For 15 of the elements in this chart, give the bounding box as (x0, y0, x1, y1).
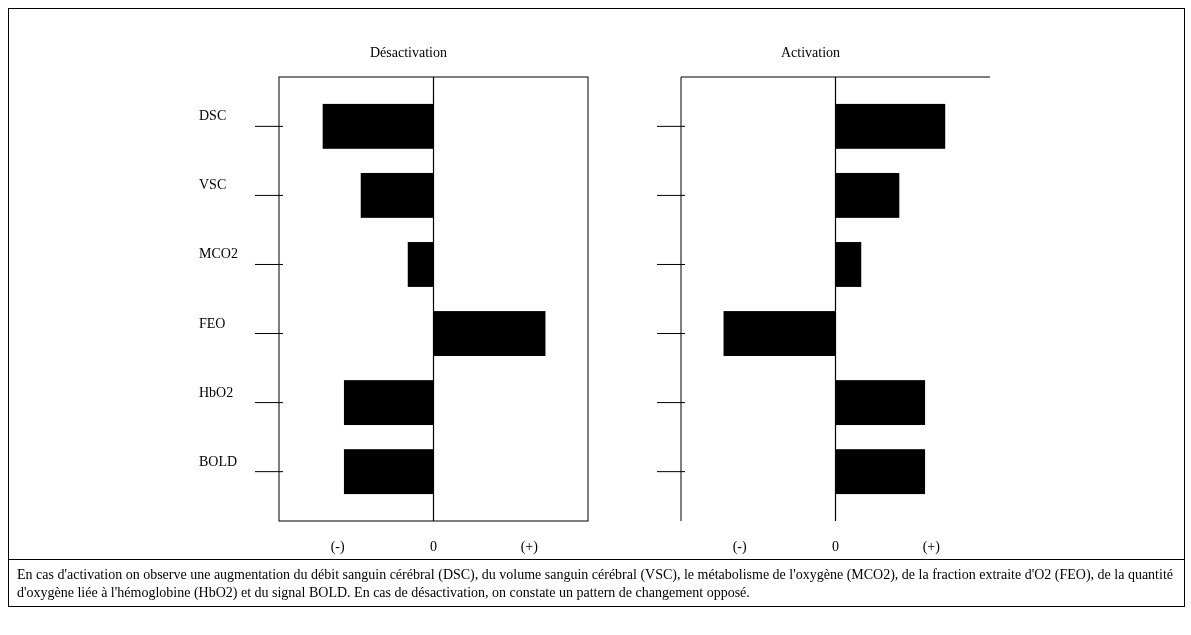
y-tick-label: VSC (199, 177, 227, 193)
y-tick-label: DSC (199, 108, 227, 124)
text: (+) (922, 539, 941, 555)
text: 0 (832, 539, 839, 554)
y-tick-label: BOLD (199, 453, 238, 469)
text: En cas d'activation on observe une augmentation du débit sanguin cérébral (DSC), du volume sanguin cérébral (VSC), le métabolisme de l'oxygène (MCO2), de la fraction extraite d'O2 (FEO), de la quantité d'oxygène liée à l'hémoglobine (HbO2) et du signal BOLD. En cas de désactivation, on constate un pattern de changement opposé. (17, 566, 1174, 602)
y-tick-label: FEO (199, 315, 226, 331)
text: 0 (430, 539, 437, 554)
text: (-) (330, 539, 346, 555)
y-tick-label: MCO2 (199, 246, 238, 262)
chart-title: Désactivation (370, 45, 447, 60)
chart-title: Activation (780, 45, 841, 60)
text: (-) (732, 539, 748, 555)
y-tick-label: HbO2 (199, 384, 234, 400)
text: (+) (520, 539, 539, 555)
